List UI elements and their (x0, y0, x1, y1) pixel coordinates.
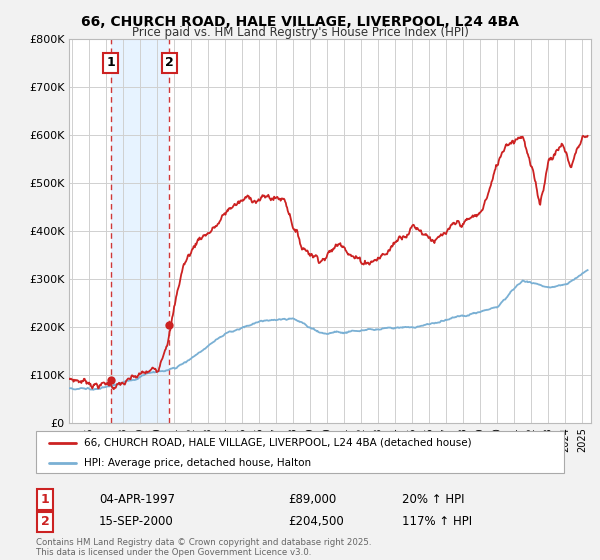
Text: £89,000: £89,000 (288, 493, 336, 506)
Text: 20% ↑ HPI: 20% ↑ HPI (402, 493, 464, 506)
Text: Contains HM Land Registry data © Crown copyright and database right 2025.
This d: Contains HM Land Registry data © Crown c… (36, 538, 371, 557)
Bar (111, 39, 169, 423)
Text: HPI: Average price, detached house, Halton: HPI: Average price, detached house, Halt… (83, 458, 311, 468)
Text: 117% ↑ HPI: 117% ↑ HPI (402, 515, 472, 529)
Text: 66, CHURCH ROAD, HALE VILLAGE, LIVERPOOL, L24 4BA: 66, CHURCH ROAD, HALE VILLAGE, LIVERPOOL… (81, 15, 519, 29)
Text: 2: 2 (165, 57, 174, 69)
Text: £204,500: £204,500 (288, 515, 344, 529)
Text: 15-SEP-2000: 15-SEP-2000 (99, 515, 174, 529)
Text: 2: 2 (41, 515, 49, 529)
Text: Price paid vs. HM Land Registry's House Price Index (HPI): Price paid vs. HM Land Registry's House … (131, 26, 469, 39)
Text: 1: 1 (106, 57, 115, 69)
Text: 1: 1 (41, 493, 49, 506)
Text: 66, CHURCH ROAD, HALE VILLAGE, LIVERPOOL, L24 4BA (detached house): 66, CHURCH ROAD, HALE VILLAGE, LIVERPOOL… (83, 438, 471, 448)
Text: 04-APR-1997: 04-APR-1997 (99, 493, 175, 506)
FancyBboxPatch shape (36, 431, 564, 473)
